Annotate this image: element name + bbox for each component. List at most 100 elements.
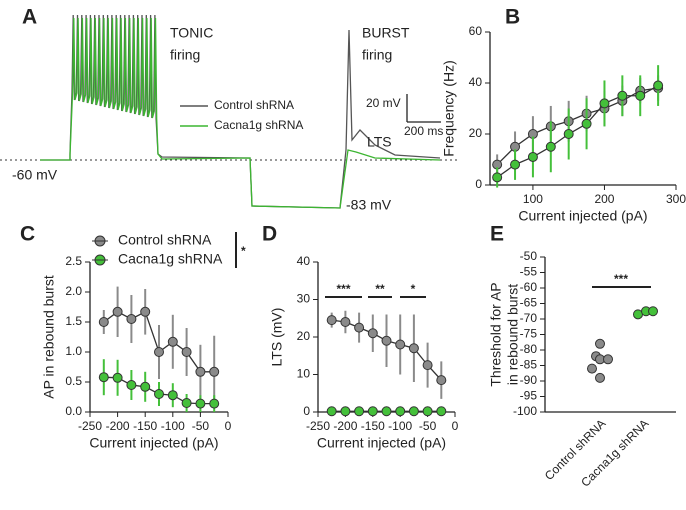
y-tick-label: 20 (469, 126, 483, 140)
burst-label: firing (362, 47, 392, 63)
y-tick-label: 10 (297, 367, 311, 381)
x-axis-title: Current injected (pA) (518, 208, 647, 224)
data-point (181, 347, 192, 357)
y-tick-label: -80 (520, 342, 538, 356)
data-point (354, 406, 365, 417)
data-point (126, 380, 137, 390)
data-point (98, 372, 109, 383)
data-point (395, 339, 406, 350)
y-tick-label: -50 (520, 249, 538, 263)
data-point (545, 141, 556, 152)
x-tick-label: -100 (388, 419, 412, 433)
significance: *** (614, 272, 628, 286)
significance: ** (375, 282, 385, 296)
x-tick-label: 200 (594, 192, 614, 206)
significance: * (411, 282, 416, 296)
data-point (154, 347, 164, 357)
x-tick-label: -50 (419, 419, 437, 433)
data-point (436, 375, 447, 386)
y-tick-label: 1.0 (65, 344, 82, 358)
data-point (195, 366, 206, 377)
data-point (408, 343, 419, 354)
y-axis-title: AP in rebound burst (41, 275, 57, 399)
legend-label: Cacna1g shRNA (118, 251, 223, 267)
data-point (326, 406, 337, 417)
data-point (340, 406, 351, 417)
tonic-label: firing (170, 47, 200, 63)
data-point (436, 406, 447, 417)
data-point (140, 381, 151, 392)
y-tick-label: 2.0 (65, 284, 82, 298)
legend-label: Cacna1g shRNA (214, 118, 303, 132)
data-point (354, 322, 365, 333)
data-point (581, 118, 592, 129)
y-tick-label: -90 (520, 373, 538, 387)
y-axis-title: Threshold for AP (488, 282, 504, 386)
series-line (496, 87, 659, 166)
tonic-label: TONIC (170, 25, 213, 41)
data-point (181, 398, 192, 408)
x-tick-label: -100 (161, 419, 185, 433)
y-tick-label: -75 (520, 327, 538, 341)
x-tick-label: 100 (523, 192, 543, 206)
y-tick-label: 30 (297, 292, 311, 306)
x-tick-label: -150 (361, 419, 385, 433)
panel-letter: E (490, 223, 504, 246)
data-point (395, 406, 406, 417)
data-point (653, 80, 664, 91)
x-tick-label: -150 (133, 419, 157, 433)
data-point (154, 389, 164, 399)
data-point (126, 314, 137, 324)
y-tick-label: -100 (513, 404, 537, 418)
y-axis-title: Frequency (Hz) (441, 60, 457, 156)
data-point (635, 90, 646, 101)
data-point (167, 390, 178, 401)
data-point (510, 159, 521, 170)
scale-y-label: 20 mV (366, 96, 401, 110)
y-tick-label: 0.5 (65, 374, 82, 388)
panel-letter: D (262, 223, 277, 246)
trace (40, 17, 441, 209)
data-point (603, 354, 613, 365)
data-point (112, 372, 123, 383)
data-point (209, 366, 220, 377)
data-point (422, 360, 433, 371)
legend-label: Control shRNA (118, 232, 212, 248)
y-tick-label: -70 (520, 311, 538, 325)
data-point (209, 398, 220, 409)
panel-letter: A (22, 6, 37, 29)
x-axis-title: Current injected (pA) (89, 435, 218, 451)
data-point (617, 90, 628, 101)
y-tick-label: 40 (469, 75, 483, 89)
lts-label: LTS (367, 134, 392, 150)
x-tick-label: -250 (306, 419, 330, 433)
data-point (367, 328, 378, 339)
y-axis-title: LTS (mV) (269, 308, 285, 367)
x-tick-label: 300 (666, 192, 686, 206)
significance: * (241, 244, 246, 258)
data-point (167, 336, 178, 347)
x-tick-label: -200 (106, 419, 130, 433)
legend-label: Control shRNA (214, 98, 294, 112)
panel-letter: B (505, 6, 520, 29)
y-tick-label: 1.5 (65, 314, 82, 328)
y-tick-label: 20 (297, 329, 311, 343)
y-tick-label: -85 (520, 358, 538, 372)
data-point (527, 151, 538, 162)
data-point (367, 406, 378, 417)
data-point (648, 306, 658, 317)
y-tick-label: -95 (520, 389, 538, 403)
y-tick-label: -55 (520, 265, 538, 279)
x-tick-label: -200 (333, 419, 357, 433)
data-point (112, 306, 123, 317)
data-point (587, 363, 597, 374)
data-point (381, 406, 392, 417)
burst-label: BURST (362, 25, 410, 41)
x-axis-title: Current injected (pA) (317, 435, 446, 451)
data-point (595, 338, 605, 349)
y-axis-title: in rebound burst (505, 284, 521, 385)
data-point (381, 335, 392, 346)
x-tick-label: 0 (225, 419, 232, 433)
data-point (98, 317, 109, 327)
